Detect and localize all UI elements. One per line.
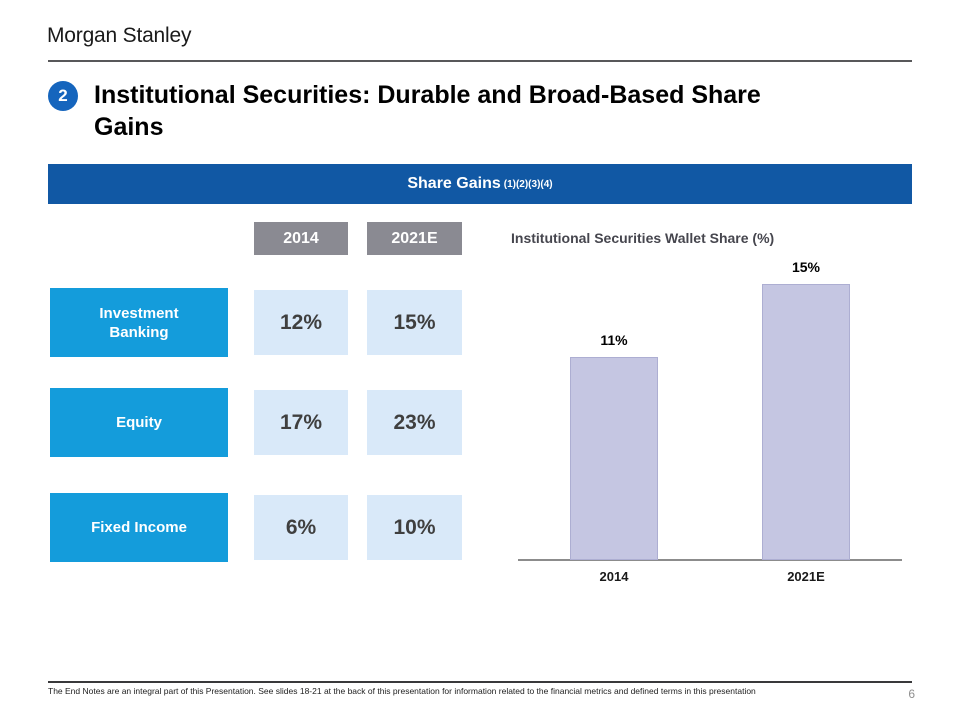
- category-label: Investment Banking: [99, 304, 179, 341]
- category-box-investment-banking: Investment Banking: [50, 288, 228, 357]
- footer-divider: [48, 681, 912, 683]
- category-label: Fixed Income: [91, 519, 187, 536]
- bar-category-label-2021e: 2021E: [787, 569, 825, 584]
- value-cell-equity-2021e: 23%: [367, 390, 462, 455]
- category-box-equity: Equity: [50, 388, 228, 457]
- column-header-2014: 2014: [254, 222, 348, 255]
- slide-title-line-1: Institutional Securities: Durable and Br…: [94, 81, 761, 109]
- slide-title-line-2: Gains: [94, 113, 164, 141]
- value-cell-fixed-income-2021e: 10%: [367, 495, 462, 560]
- column-header-2021e: 2021E: [367, 222, 462, 255]
- page-number: 6: [908, 687, 915, 701]
- bar-value-label-2021e: 15%: [791, 259, 821, 275]
- wallet-share-bar-chart: 11% 2014 15% 2021E: [518, 256, 902, 584]
- value-cell-investment-banking-2021e: 15%: [367, 290, 462, 355]
- value-cell-investment-banking-2014: 12%: [254, 290, 348, 355]
- x-axis-line: [518, 559, 902, 561]
- share-gains-banner: Share Gains (1)(2)(3)(4): [48, 164, 912, 204]
- banner-footnote-refs: (1)(2)(3)(4): [503, 178, 553, 190]
- footer-note: The End Notes are an integral part of th…: [48, 686, 756, 696]
- category-label: Equity: [116, 414, 162, 431]
- bar-value-label-2014: 11%: [600, 332, 628, 348]
- header-divider: [48, 60, 912, 62]
- slide-number-badge: 2: [48, 81, 78, 111]
- category-box-fixed-income: Fixed Income: [50, 493, 228, 562]
- bar-2014: [570, 357, 658, 560]
- value-cell-fixed-income-2014: 6%: [254, 495, 348, 560]
- slide-title: Institutional Securities: Durable and Br…: [94, 79, 904, 143]
- bar-category-label-2014: 2014: [599, 569, 629, 584]
- banner-label: Share Gains: [407, 175, 501, 192]
- morgan-stanley-logo: Morgan Stanley: [47, 24, 192, 47]
- value-cell-equity-2014: 17%: [254, 390, 348, 455]
- bar-2021e: [762, 284, 850, 560]
- chart-title: Institutional Securities Wallet Share (%…: [511, 230, 775, 246]
